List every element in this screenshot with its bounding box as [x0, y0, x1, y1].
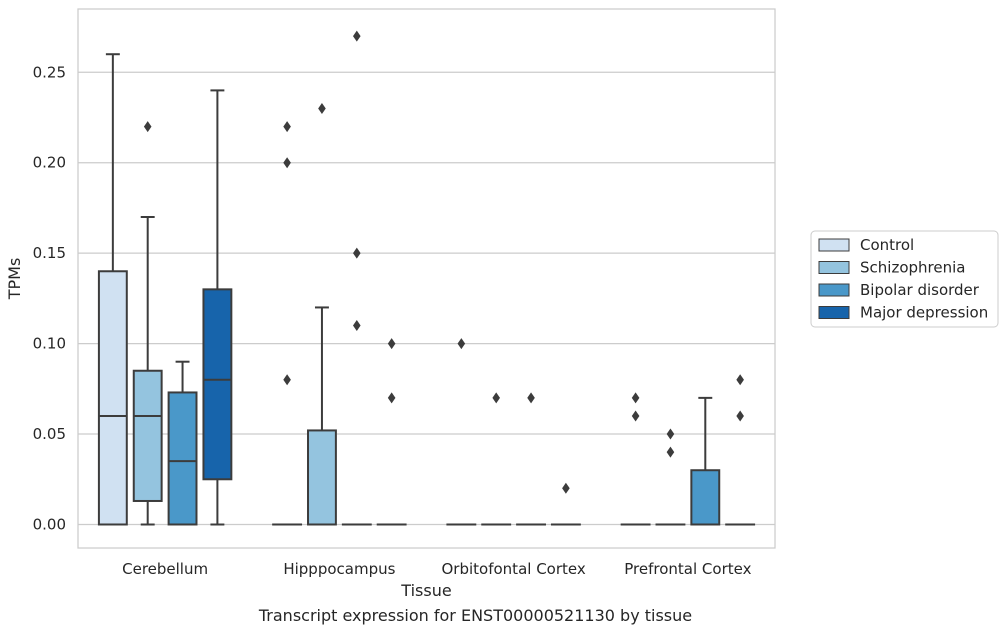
box-plot-area — [97, 30, 756, 526]
outlier-point — [527, 392, 535, 404]
outlier-point — [631, 410, 640, 422]
x-tick-label: Cerebellum — [122, 560, 208, 578]
outlier-point — [666, 428, 675, 440]
legend-swatch — [818, 283, 850, 297]
outlier-point — [736, 410, 744, 422]
chart-caption: Transcript expression for ENST0000052113… — [258, 606, 692, 625]
box-major-depression — [550, 482, 581, 526]
outlier-point — [283, 157, 291, 169]
y-axis-label: TPMs — [5, 258, 24, 301]
outlier-point — [353, 30, 361, 42]
box-control — [97, 53, 128, 526]
outlier-point — [736, 374, 744, 386]
legend-swatch — [818, 238, 850, 252]
box-control — [272, 121, 303, 526]
box-bipolar-disorder — [167, 360, 198, 526]
box-body — [307, 429, 337, 526]
outlier-point — [387, 338, 396, 350]
outlier-point — [457, 338, 466, 350]
outlier-point — [318, 102, 326, 114]
box-schizophrenia — [307, 102, 337, 526]
outlier-point — [562, 482, 570, 494]
box-major-depression — [202, 89, 233, 526]
legend-label: Bipolar disorder — [860, 281, 980, 299]
legend-swatch — [818, 261, 850, 274]
outlier-point — [666, 446, 675, 458]
box-body — [132, 369, 163, 502]
legend-frame — [810, 230, 999, 328]
outlier-point — [631, 392, 640, 404]
y-tick-label: 0.10 — [33, 335, 66, 353]
x-tick-label: Orbitofontal Cortex — [442, 560, 586, 578]
box-schizophrenia — [655, 428, 686, 526]
outlier-point — [283, 121, 291, 133]
y-axis-ticks: 0.00 0.05 0.10 0.15 0.20 0.25 — [33, 63, 66, 533]
box-body — [690, 469, 721, 526]
box-control — [446, 338, 477, 526]
box-control — [620, 392, 651, 526]
box-bipolar-disorder — [690, 396, 721, 526]
x-tick-label: Hipppocampus — [283, 560, 395, 578]
y-tick-label: 0.05 — [33, 425, 66, 443]
box-schizophrenia — [132, 121, 163, 526]
outlier-point — [353, 320, 361, 332]
outlier-point — [143, 121, 152, 133]
box-schizophrenia — [481, 392, 512, 526]
box-body — [202, 288, 233, 481]
outlier-point — [283, 374, 291, 386]
box-body — [97, 270, 128, 526]
y-tick-label: 0.25 — [33, 63, 66, 81]
y-tick-label: 0.20 — [33, 154, 66, 172]
outlier-point — [387, 392, 396, 404]
outlier-point — [492, 392, 500, 404]
box-bipolar-disorder — [516, 392, 546, 526]
y-tick-label: 0.15 — [33, 244, 66, 262]
x-axis-label: Tissue — [400, 581, 451, 600]
box-bipolar-disorder — [341, 30, 372, 526]
legend-swatch — [818, 306, 850, 319]
outlier-point — [353, 247, 361, 259]
y-tick-label: 0.00 — [33, 515, 66, 533]
x-tick-label: Prefrontal Cortex — [624, 560, 751, 578]
legend-label: Major depression — [860, 304, 988, 322]
legend: Control Schizophrenia Bipolar disorder Majo… — [810, 230, 999, 328]
box-body — [167, 391, 198, 526]
plot-frame — [77, 8, 776, 549]
box-major-depression — [376, 338, 407, 526]
box-major-depression — [725, 374, 756, 526]
x-axis-ticks: Cerebellum Hipppocampus Orbitofontal Corte… — [122, 560, 751, 578]
legend-label: Control — [860, 236, 914, 254]
legend-label: Schizophrenia — [860, 259, 965, 277]
